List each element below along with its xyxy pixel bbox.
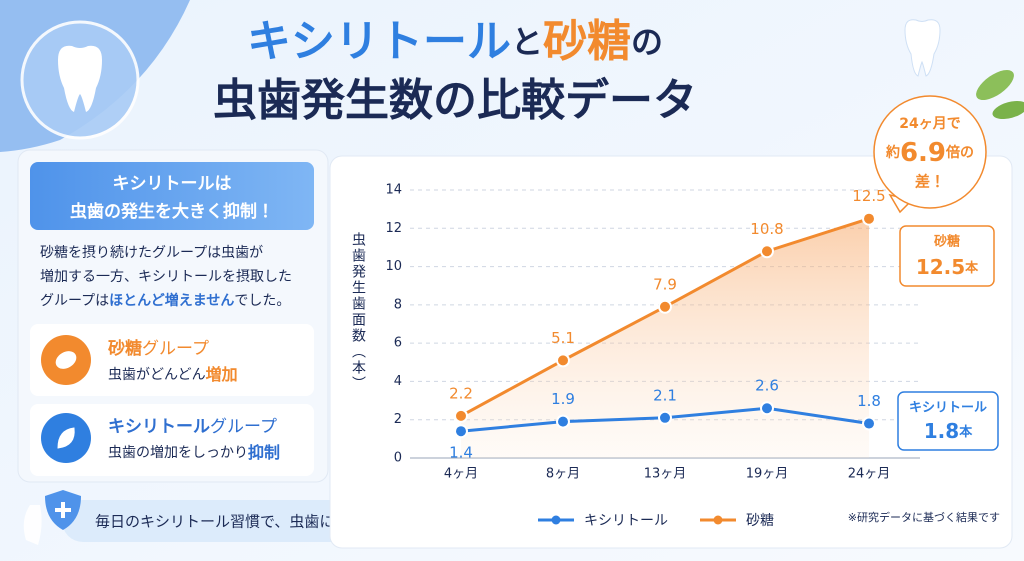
point [862,416,876,431]
x-tick-label: 4ヶ月 [444,467,478,482]
data-label: 1.4 [449,444,473,462]
group-text: 虫歯がどんどん増加 [108,365,238,384]
headline: キシリトールは [113,174,232,194]
bubble-text: 約6.9倍の [885,138,974,168]
plot: 0 2 4 6 8 10 12 14 4ヶ月 8ヶ月 13ヶ月 19ヶ月 24ヶ月 1.4 1.9 2.1 2.… [385,95,999,529]
callout-number: 12.5 [916,255,965,279]
leaf [976,69,1014,101]
callout-value: 1.8本 [924,419,973,443]
tooth-icon [23,505,42,545]
x-tick-label: 8ヶ月 [546,467,580,482]
point [760,244,774,259]
data-label: 2.1 [653,386,677,404]
bubble-suffix: 倍の [945,144,974,161]
group-title-part: グループ [142,339,209,359]
data-label: 1.9 [551,390,575,408]
y-tick-label: 2 [394,412,402,427]
group-card [30,324,314,396]
legend-marker [551,515,561,525]
data-label: 1.8 [857,392,881,410]
data-label: 10.8 [750,220,783,238]
group-title-part: グループ [210,417,277,437]
group-text: 虫歯の増加をしっかり抑制 [108,443,280,462]
group-title: 砂糖グループ [108,338,209,359]
group-title-part: 砂糖 [108,338,142,359]
note: ※研究データに基づく結果です [848,510,1000,524]
legend-label: キシリトール [584,513,668,529]
callout-unit: 本 [964,260,979,276]
point [862,211,876,226]
group-text-emphasis: 抑制 [248,443,280,462]
leaf [992,100,1024,120]
callout-name: 砂糖 [934,234,960,250]
body-emphasis: ほとんど増えません [109,292,234,309]
group-title: キシリトールグループ [108,417,277,437]
y-axis-label: 虫歯発生歯面数（本） [350,232,366,392]
y-tick-label: 12 [385,221,402,236]
data-label: 12.5 [852,187,885,205]
bubble-text: 差！ [915,173,945,191]
callout-number: 1.8 [924,419,959,443]
title-line-2: 虫歯発生数の比較データ [213,75,697,126]
title-part: キシリトール [247,16,511,67]
group-text-emphasis: 増加 [206,365,238,384]
data-label: 2.2 [449,384,473,402]
y-tick-label: 0 [394,451,402,466]
leaf-shape [57,427,75,449]
title-part: 砂糖 [543,16,631,67]
group-text-part: 虫歯がどんどん [108,367,206,383]
y-tick-label: 10 [385,259,402,274]
data-label: 7.9 [653,275,677,293]
point [760,401,774,416]
y-tick-label: 6 [394,336,402,351]
title-part: と [511,23,543,61]
group-text-part: 虫歯の増加をしっかり [108,445,248,461]
data-label: 2.6 [755,377,779,395]
point [454,424,468,439]
bubble-prefix: 約 [885,144,900,161]
title-part: の [631,23,663,61]
callout-value: 12.5本 [916,255,979,279]
tooth-icon [904,19,941,77]
body-part: でした。 [234,293,290,309]
x-tick-label: 13ヶ月 [644,467,687,482]
callout-unit: 本 [958,424,973,440]
point [658,299,672,314]
body-text: 増加する一方、キシリトールを摂取した [40,269,292,285]
bubble [873,95,987,209]
point [454,408,468,423]
candy-shape [55,351,77,369]
y-tick-label: 4 [394,374,402,389]
bubble-ratio: 6.9 [900,138,946,168]
legend-marker [713,515,723,525]
y-tick-label: 8 [394,297,402,312]
tooth-icon [58,45,102,112]
x-tick-label: 19ヶ月 [746,467,789,482]
callout-box [899,225,995,287]
point [556,414,570,429]
body-text: グループはほとんど増えませんでした。 [40,292,290,309]
shield-cross [55,502,71,518]
callout-name: キシリトール [909,401,987,416]
title-line-1: キシリトールと砂糖の [247,16,663,67]
body-text: 砂糖を摂り続けたグループは虫歯が [40,244,263,261]
summary-panel [17,149,329,483]
group-title-part: キシリトール [108,417,210,437]
legend-label: 砂糖 [746,513,774,529]
data-label: 5.1 [551,329,575,347]
point [556,353,570,368]
y-tick-label: 14 [385,183,402,198]
group-card [30,404,314,476]
bubble-text: 24ヶ月で [899,116,960,132]
callout-box [897,391,999,451]
headline: 虫歯の発生を大きく抑制！ [70,201,274,222]
headline-box [30,162,314,230]
area [461,218,869,458]
point [658,410,672,425]
x-tick-label: 24ヶ月 [848,467,891,482]
body-part: グループは [40,293,109,309]
